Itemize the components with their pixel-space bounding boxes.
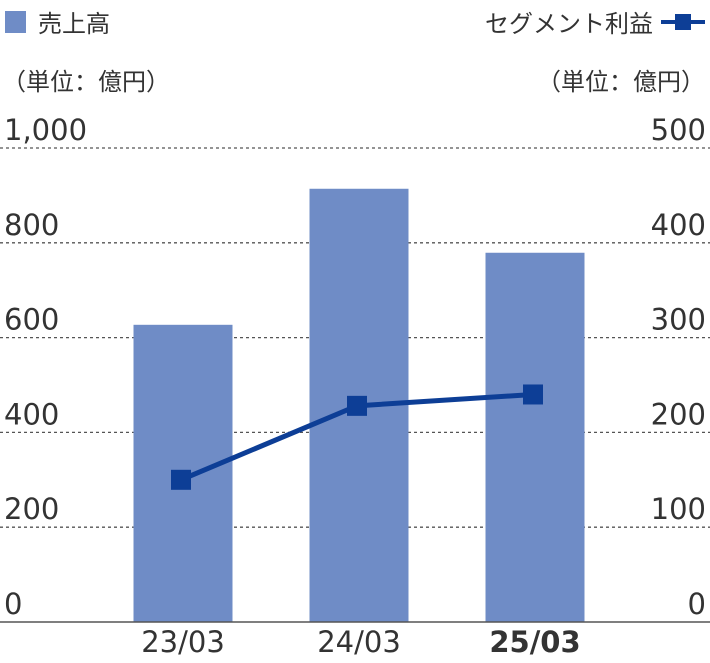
x-tick-label: 24/03 [317,625,401,659]
right-tick-label: 300 [651,303,706,337]
right-tick-label: 100 [651,492,706,526]
profit-marker [523,384,543,405]
left-tick-label: 800 [4,208,59,242]
legend-profit-label: セグメント利益 [485,10,653,38]
legend-profit-marker [661,11,705,33]
right-tick-label: 500 [651,113,706,147]
left-tick-label: 600 [4,303,59,337]
right-axis-unit: （単位：億円） [537,68,705,96]
left-axis-unit: （単位：億円） [2,68,170,96]
legend-sales-label: 売上高 [38,10,110,38]
x-tick-label: 25/03 [489,625,580,659]
left-tick-label: 200 [4,492,59,526]
right-tick-label: 0 [688,587,706,621]
bar-sales [485,252,585,622]
legend-sales: 売上高 [5,4,110,39]
legend-sales-swatch [5,10,26,33]
right-tick-label: 400 [651,208,706,242]
legend-profit: セグメント利益 [485,4,705,39]
profit-marker [347,395,367,416]
x-tick-label: 23/03 [141,625,225,659]
left-tick-label: 400 [4,397,59,431]
profit-marker [171,469,191,490]
left-tick-label: 1,000 [4,113,87,147]
left-tick-label: 0 [4,587,22,621]
right-tick-label: 200 [651,397,706,431]
